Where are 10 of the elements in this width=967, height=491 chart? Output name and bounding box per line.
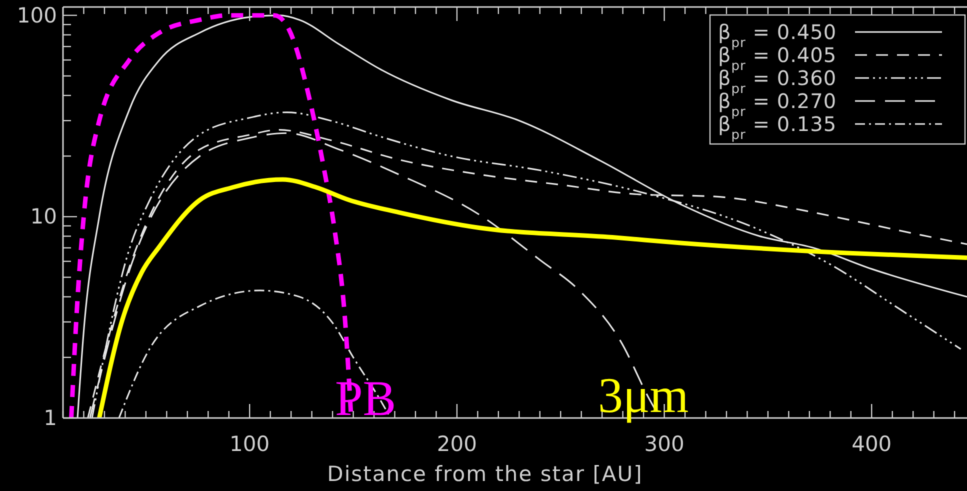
annotation: 3μm <box>598 367 689 423</box>
y-tick-label: 1 <box>44 406 57 430</box>
y-tick-label: 10 <box>30 204 57 229</box>
annotation: PB <box>335 370 396 426</box>
x-axis-title: Distance from the star [AU] <box>327 462 643 486</box>
x-tick-label: 300 <box>644 432 684 456</box>
x-tick-label: 400 <box>852 432 892 456</box>
y-tick-label: 100 <box>16 3 57 28</box>
x-tick-label: 100 <box>230 432 270 456</box>
x-tick-label: 200 <box>436 432 477 456</box>
